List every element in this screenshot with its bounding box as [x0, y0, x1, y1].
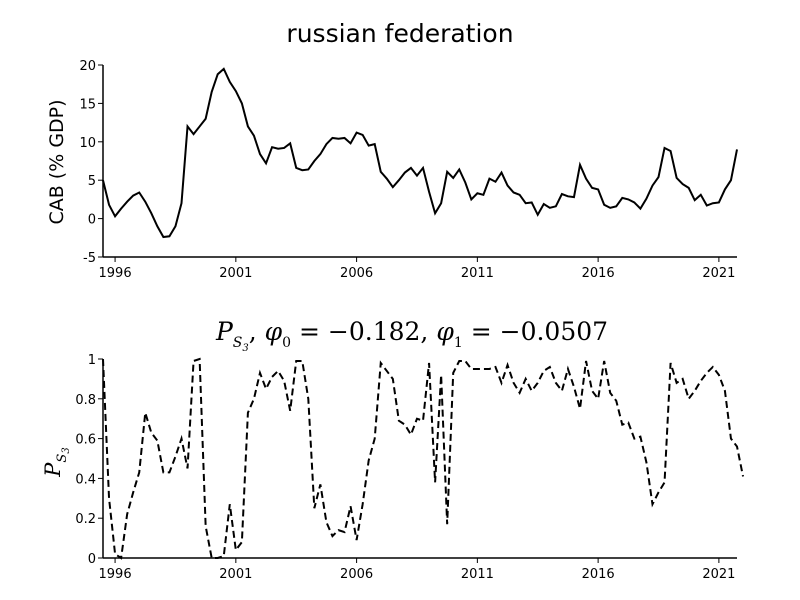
probability-series-line: [102, 357, 745, 560]
cab-x-tick-label: 2011: [461, 266, 494, 281]
probability-y-tick-label: 0.4: [75, 472, 96, 487]
cab-chart-ylabel: CAB (% GDP): [46, 99, 68, 224]
probability-x-tick-label: 2001: [219, 567, 252, 582]
cab-y-tick-label: 5: [88, 174, 96, 189]
probability-y-tick-label: 0.8: [75, 393, 96, 408]
cab-y-tick-label: 20: [79, 59, 96, 74]
cab-x-tick-label: 2001: [219, 266, 252, 281]
cab-chart-axes: [102, 65, 737, 258]
probability-chart: PS3, φ0 = −0.182, φ1 = −0.0507 PS3 1 0.8 0…: [41, 317, 745, 582]
probability-x-tick-label: 2011: [461, 567, 494, 582]
cab-y-tick-label: 0: [88, 213, 96, 228]
probability-chart-axes: [102, 359, 737, 559]
probability-y-tick-label: 1: [88, 353, 96, 368]
probability-x-tick-label: 1996: [99, 567, 132, 582]
probability-x-tick-label: 2021: [702, 567, 735, 582]
cab-x-tick-label: 1996: [99, 266, 132, 281]
probability-y-tick-label: 0.6: [75, 433, 96, 448]
cab-series-line: [102, 67, 738, 239]
probability-chart-title: PS3, φ0 = −0.182, φ1 = −0.0507: [215, 317, 608, 354]
cab-x-tick-label: 2016: [582, 266, 615, 281]
cab-y-tick-label: 10: [79, 136, 96, 151]
probability-y-tick-label: 0: [88, 552, 96, 567]
probability-chart-ylabel: PS3: [41, 447, 72, 477]
cab-y-tick-label: 15: [79, 97, 96, 112]
cab-chart-title: russian federation: [286, 19, 513, 48]
probability-x-tick-label: 2016: [582, 567, 615, 582]
probability-x-tick-label: 2006: [340, 567, 373, 582]
cab-chart: russian federation CAB (% GDP) 20 15 10 5 0 -…: [46, 19, 738, 281]
cab-x-tick-label: 2021: [702, 266, 735, 281]
cab-x-tick-label: 2006: [340, 266, 373, 281]
probability-y-tick-label: 0.2: [75, 512, 96, 527]
cab-y-tick-label: -5: [83, 251, 96, 266]
